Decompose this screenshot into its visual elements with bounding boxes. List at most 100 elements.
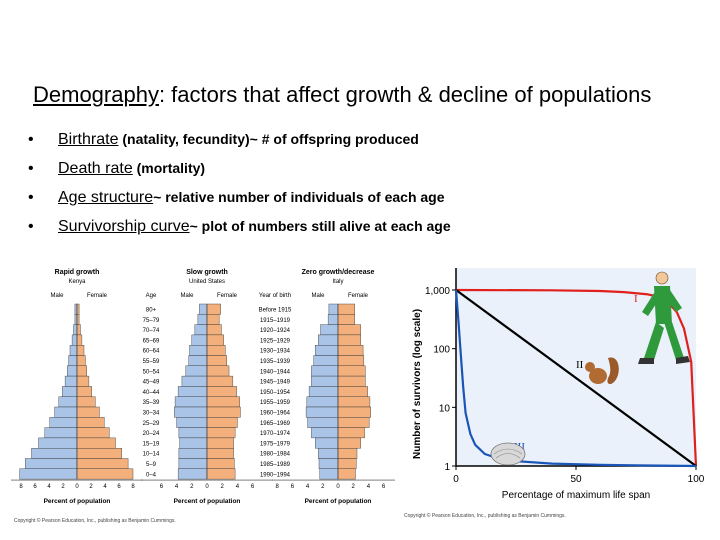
male-bar (188, 355, 208, 367)
female-bar (206, 324, 222, 336)
female-bar (76, 437, 116, 449)
birth-year-label: 1930–1934 (260, 349, 291, 355)
age-label: 0–4 (146, 472, 157, 478)
age-label: 65–69 (143, 338, 160, 344)
female-bar (337, 427, 365, 439)
female-bar (337, 458, 357, 470)
male-bar (318, 334, 339, 346)
bullet-term: Birthrate (58, 131, 119, 148)
age-label: 75–79 (143, 318, 160, 324)
female-label: Female (217, 293, 238, 299)
age-label: 5–9 (146, 462, 157, 468)
birth-year-label: 1940–1944 (260, 369, 291, 375)
birth-year-label: 1980–1984 (260, 452, 291, 458)
bullet-dot: • (28, 189, 34, 206)
male-bar (25, 458, 78, 470)
x-tick-label: 6 (382, 484, 386, 490)
female-bar (206, 303, 221, 315)
male-bar (71, 334, 78, 346)
male-label: Male (311, 293, 325, 299)
birth-year-label: 1925–1929 (260, 338, 291, 344)
x-tick-label: 6 (251, 484, 255, 490)
bullet-text: (natality, fecundity)~ # of offspring pr… (118, 131, 419, 147)
oyster-illustration (490, 442, 526, 466)
pyramid-subtitle: Italy (332, 279, 343, 285)
male-bar (318, 458, 339, 470)
male-bar (315, 437, 339, 449)
pyramid-credit: Copyright © Pearson Education, Inc., pub… (14, 518, 176, 524)
female-bar (206, 396, 240, 408)
x-tick-label: 6 (33, 484, 37, 490)
x-tick-label: 2 (89, 484, 93, 490)
bullet-term: Death rate (58, 160, 133, 177)
male-bar (74, 314, 78, 325)
female-bar (337, 417, 370, 428)
male-bar (38, 437, 78, 449)
female-bar (76, 396, 96, 408)
male-bar (305, 406, 339, 418)
male-bar (68, 355, 78, 367)
male-label: Male (50, 293, 64, 299)
birth-year-label: 1975–1979 (260, 441, 291, 447)
x-tick-label: 4 (103, 484, 107, 490)
bullet-text: ~ relative number of individuals of each… (153, 189, 445, 205)
male-bar (19, 468, 78, 480)
x-tick-label: 4 (236, 484, 240, 490)
x-tick-label: 50 (570, 474, 582, 485)
slide-title: Demography: factors that affect growth &… (33, 82, 651, 108)
male-bar (73, 324, 78, 336)
male-bar (44, 427, 78, 439)
survivorship-curve-ii (455, 289, 697, 467)
x-tick-label: 100 (688, 474, 705, 485)
x-tick-label: 0 (205, 484, 209, 490)
female-bar (206, 334, 224, 346)
bullet-text: ~ plot of numbers still alive at each ag… (189, 218, 451, 234)
female-bar (76, 355, 86, 367)
female-bar (206, 365, 230, 377)
female-bar (76, 344, 85, 356)
runner-shoe (638, 358, 654, 364)
x-tick-label: 0 (336, 484, 340, 490)
birth-year-label: 1945–1949 (260, 380, 291, 386)
male-bar (66, 365, 78, 377)
curve-label: II (576, 359, 584, 371)
age-label: 10–14 (143, 452, 160, 458)
age-label: 70–74 (143, 328, 160, 334)
birth-year-label: 1970–1974 (260, 431, 291, 437)
x-tick-label: 4 (367, 484, 371, 490)
female-bar (76, 375, 90, 387)
x-tick-label: 0 (453, 474, 459, 485)
male-bar (191, 334, 208, 346)
male-bar (307, 417, 339, 428)
male-bar (64, 375, 78, 387)
female-bar (76, 417, 105, 428)
x-tick-label: 6 (117, 484, 121, 490)
female-bar (206, 458, 235, 470)
squirrel-head (585, 362, 595, 372)
age-label: 15–19 (143, 441, 160, 447)
female-bar (206, 314, 220, 325)
female-bar (76, 386, 92, 397)
male-bar (177, 386, 208, 397)
age-label: 80+ (146, 308, 157, 314)
age-label: 30–34 (143, 411, 160, 417)
bullet-birthrate: • Birthrate (natality, fecundity)~ # of o… (28, 131, 451, 160)
female-bar (76, 468, 134, 480)
male-bar (185, 365, 208, 377)
female-bar (206, 427, 236, 439)
y-tick-label: 1 (444, 462, 450, 473)
x-tick-label: 4 (175, 484, 179, 490)
runner-illustration (638, 271, 690, 364)
male-bar (54, 406, 78, 418)
survivorship-curve-iii (454, 289, 697, 468)
runner-shoe (676, 356, 690, 364)
male-bar (197, 314, 208, 325)
female-bar (337, 344, 364, 356)
male-bar (31, 447, 78, 459)
birth-year-label: Before 1915 (259, 308, 292, 314)
runner-arm (666, 290, 682, 312)
age-label: 55–59 (143, 359, 160, 365)
x-tick-label: 2 (352, 484, 356, 490)
bullet-age-structure: • Age structure~ relative number of indiv… (28, 189, 451, 218)
runner-leg (644, 322, 664, 360)
